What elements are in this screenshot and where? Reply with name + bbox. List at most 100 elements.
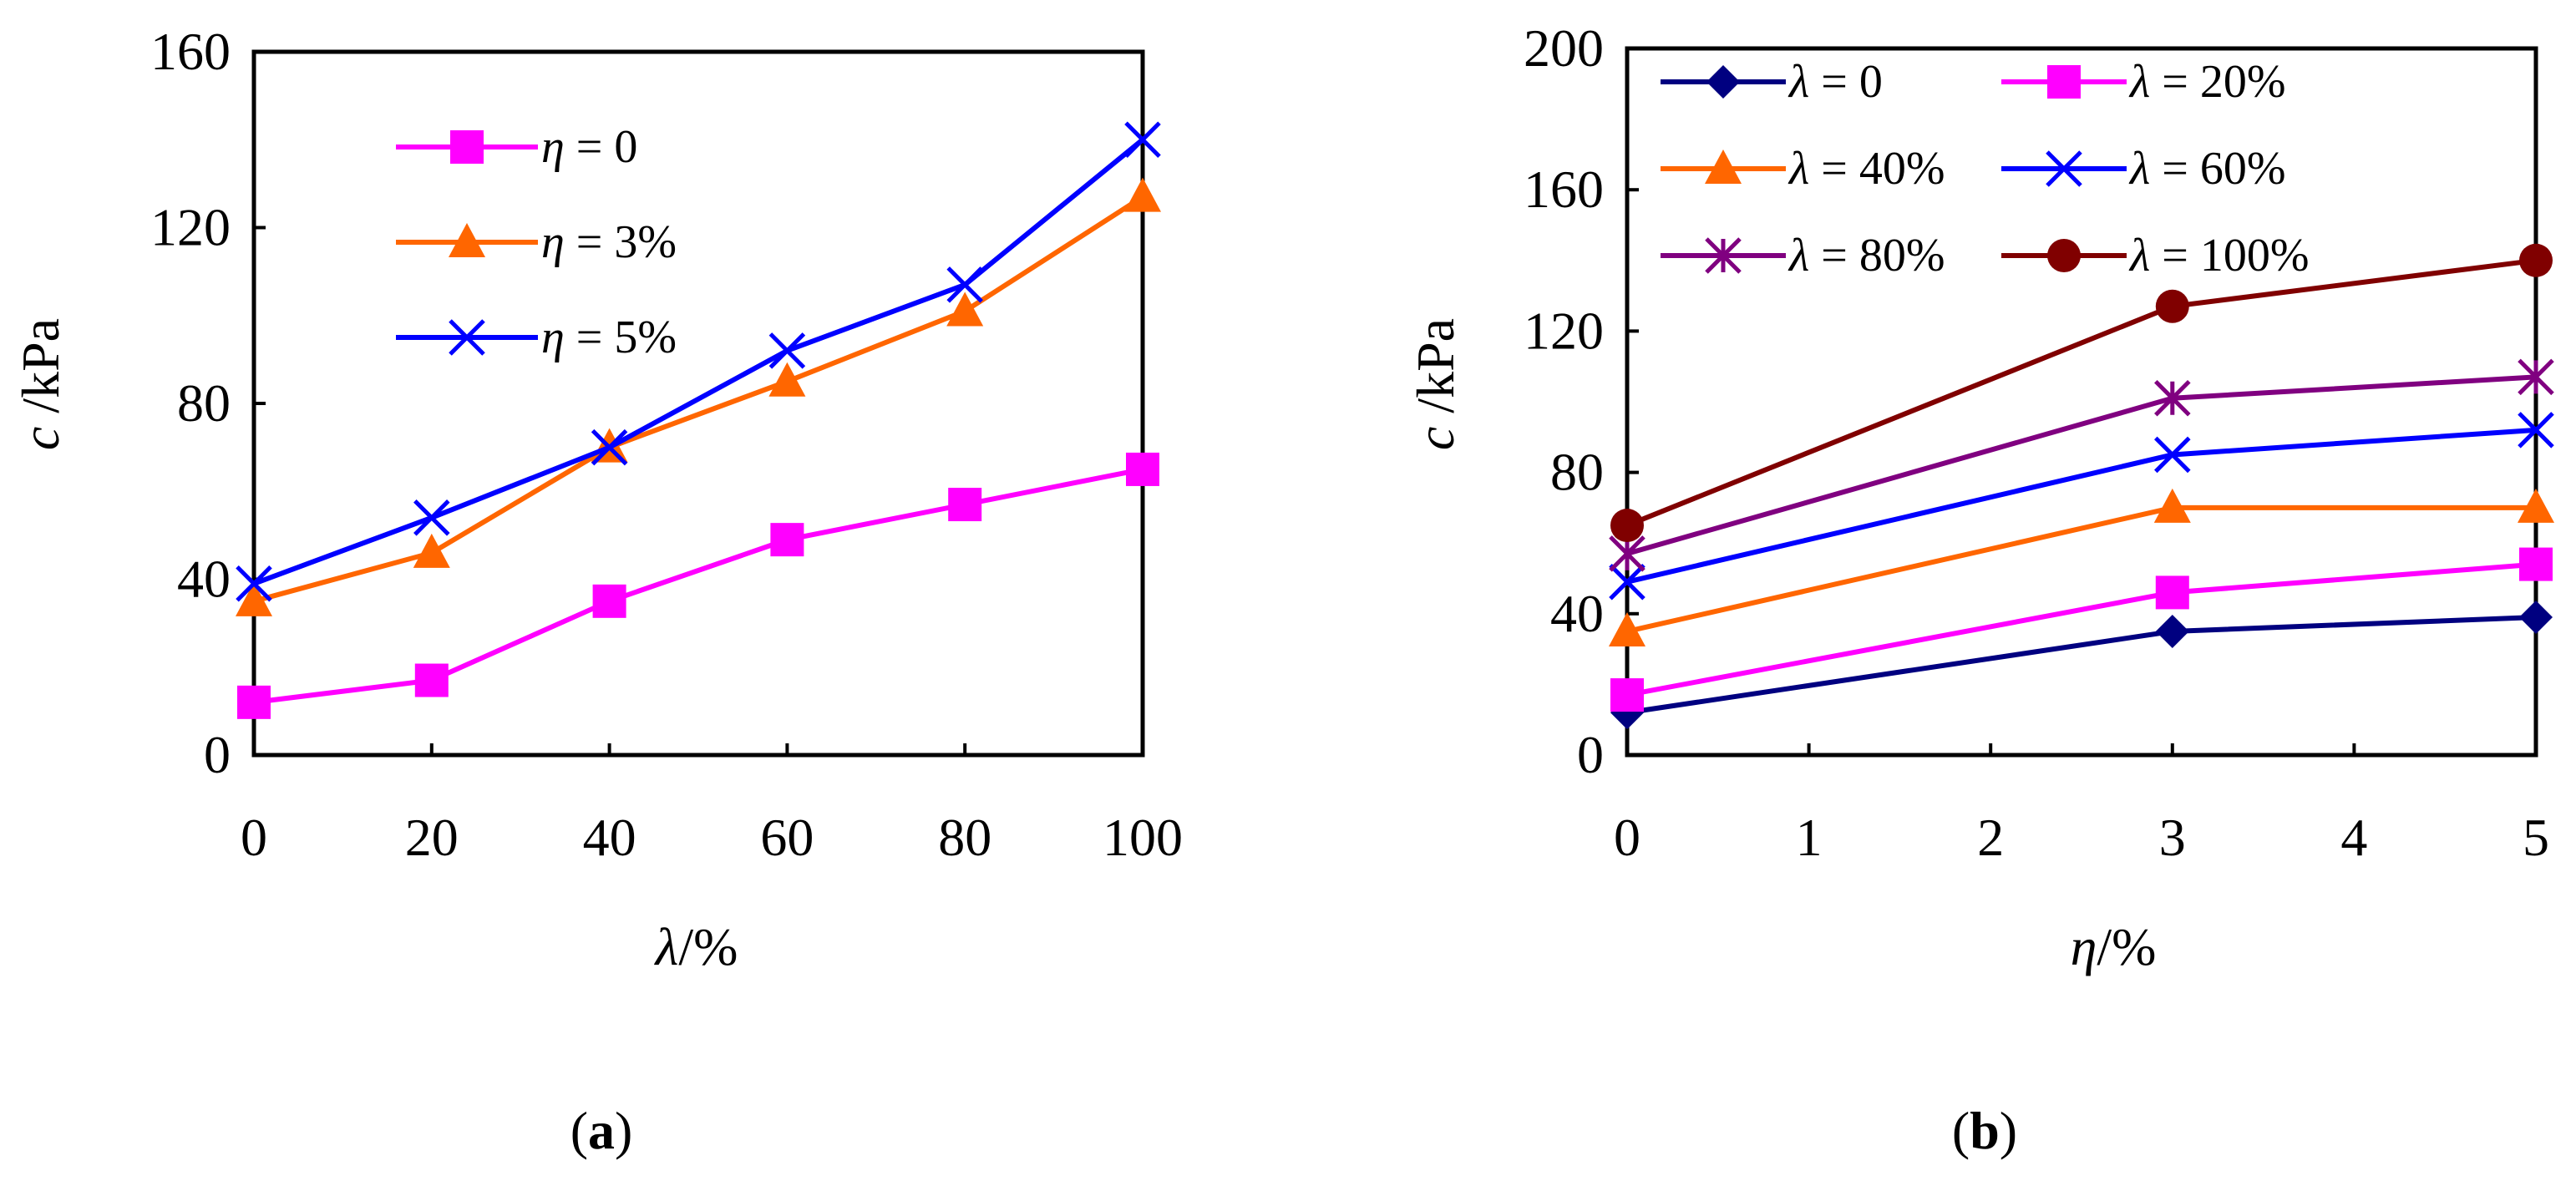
chart-b-ytick-label: 160 xyxy=(1524,160,1604,219)
chart-b-data-point xyxy=(1610,509,1644,543)
chart-a-ytick-label: 80 xyxy=(177,373,231,433)
chart-b-legend-marker xyxy=(2047,239,2081,272)
chart-b-plot-frame xyxy=(1625,46,2538,758)
chart-a-data-point xyxy=(768,332,806,369)
chart-b-series-line xyxy=(1626,615,2537,716)
chart-b-series-line xyxy=(1626,504,2536,634)
chart-b-legend-item: λ = 80% xyxy=(1661,230,1945,281)
chart-b-legend-item: λ = 40% xyxy=(1661,143,1945,195)
chart-b-legend-item: λ = 20% xyxy=(2001,56,2286,108)
chart-a-xtick-label: 80 xyxy=(938,808,991,867)
chart-b-series-line xyxy=(1625,257,2537,528)
chart-b-ytick-label: 80 xyxy=(1550,443,1604,502)
chart-a-legend-label: η = 3% xyxy=(541,216,677,268)
chart-b-data-point xyxy=(2518,358,2554,396)
chart-a-data-point xyxy=(236,581,272,616)
chart-b-data-point xyxy=(2519,601,2553,635)
chart-b-legend-marker xyxy=(1705,150,1742,184)
chart-a-ytick-label: 160 xyxy=(150,22,231,81)
chart-a-data-point xyxy=(946,266,983,303)
chart-a-legend-label: η = 0 xyxy=(541,121,637,173)
chart-a-data-point xyxy=(946,291,984,327)
chart-a-xtick-label: 60 xyxy=(760,808,814,867)
chart-b-ytick-label: 120 xyxy=(1524,301,1604,360)
chart-b-ytick-label: 200 xyxy=(1524,18,1604,78)
chart-a-ytick-label: 120 xyxy=(150,198,231,257)
chart-a-xtick-label: 100 xyxy=(1103,808,1183,867)
chart-b-legend-label: λ = 80% xyxy=(1787,230,1945,281)
chart-b-legend-marker xyxy=(1706,65,1740,99)
chart-a-data-point xyxy=(237,685,271,719)
chart-a-data-point xyxy=(591,428,628,466)
chart-b-legend-item: λ = 60% xyxy=(2001,143,2286,195)
chart-b-legend-marker xyxy=(2047,65,2081,99)
chart-a-data-point xyxy=(768,362,806,397)
chart-a-series-line xyxy=(253,466,1143,705)
chart-a-data-point xyxy=(592,584,626,618)
chart-b-xtick-label: 4 xyxy=(2340,808,2367,867)
chart-a-series-line xyxy=(253,195,1144,604)
chart-b-data-point xyxy=(2519,547,2553,581)
chart-a-data-point xyxy=(1124,177,1161,212)
chart-b-data-point xyxy=(2155,289,2189,323)
chart-b-legend-marker xyxy=(1705,237,1742,274)
chart-b-xlabel: η/% xyxy=(2071,917,2157,976)
chart-a-xtick-label: 40 xyxy=(583,808,636,867)
chart-a-xtick-label: 0 xyxy=(241,808,267,867)
chart-a-ytick-label: 0 xyxy=(204,725,231,784)
chart-b-ylabel: c /kPa xyxy=(1406,318,1465,450)
chart-b-series-line xyxy=(1626,561,2537,698)
chart-b-data-point xyxy=(2155,614,2189,648)
chart-a-data-point xyxy=(948,488,982,522)
chart-b-data-point xyxy=(2155,575,2189,610)
chart-b-data-point xyxy=(2518,488,2554,523)
chart-b-data-point xyxy=(2154,380,2191,417)
chart-b-data-point xyxy=(1609,611,1645,646)
chart-b-legend-label: λ = 60% xyxy=(2128,143,2286,195)
chart-a-series-line xyxy=(252,137,1144,586)
chart-panel-b: c /kPa η/% (b) 0 40 80 120 160 200 0 1 2 3 4 5 λ = 0… xyxy=(1406,18,2554,1160)
chart-b-panel-label: (b) xyxy=(1952,1101,2017,1160)
chart-b-legend-item: λ = 0 xyxy=(1661,56,1883,108)
chart-b-data-point xyxy=(1610,678,1644,712)
chart-b-ytick-label: 40 xyxy=(1550,584,1604,643)
chart-a-legend-item: η = 5% xyxy=(396,312,677,363)
chart-b-xtick-label: 2 xyxy=(1977,808,2004,867)
chart-a-data-point xyxy=(236,565,272,602)
chart-a-xtick-label: 20 xyxy=(405,808,459,867)
chart-a-legend-item: η = 3% xyxy=(396,216,677,268)
chart-b-xtick-label: 3 xyxy=(2159,808,2186,867)
chart-a-legend-item: η = 0 xyxy=(396,121,637,173)
chart-a-data-point xyxy=(413,533,450,568)
chart-b-xtick-label: 0 xyxy=(1614,808,1640,867)
chart-a-data-point xyxy=(414,663,449,697)
chart-a-legend-marker xyxy=(449,223,485,257)
chart-b-data-point xyxy=(2154,436,2191,474)
chart-a-plot-frame xyxy=(251,49,1145,758)
chart-b-legend-label: λ = 20% xyxy=(2128,56,2286,108)
chart-a-legend-marker xyxy=(449,319,485,356)
chart-a-panel-label: (a) xyxy=(570,1101,633,1160)
chart-b-ytick-label: 0 xyxy=(1577,725,1604,784)
chart-b-legend-label: λ = 40% xyxy=(1787,143,1945,195)
chart-b-legend-marker xyxy=(2046,150,2082,187)
chart-b-legend-label: λ = 100% xyxy=(2128,230,2310,281)
chart-a-data-point xyxy=(1124,121,1161,159)
chart-a-ylabel: c /kPa xyxy=(11,318,70,450)
chart-a-data-point xyxy=(413,499,450,536)
chart-panel-a: c /kPa λ/% (a) 0 40 80 120 160 0 20 40 60 80 100 η … xyxy=(11,22,1183,1160)
chart-b-xtick-label: 5 xyxy=(2523,808,2549,867)
chart-a-xlabel: λ/% xyxy=(654,917,738,976)
chart-a-ytick-label: 40 xyxy=(177,550,231,609)
chart-b-data-point xyxy=(2153,488,2191,523)
chart-b-data-point xyxy=(1609,563,1645,601)
chart-a-legend-marker xyxy=(450,130,484,164)
chart-b-legend-item: λ = 100% xyxy=(2001,230,2310,281)
chart-a-data-point xyxy=(770,523,804,557)
chart-a-legend-label: η = 5% xyxy=(541,312,677,363)
chart-b-data-point xyxy=(2519,243,2553,277)
chart-a-data-point xyxy=(1126,452,1159,486)
chart-b-data-point xyxy=(1609,535,1645,572)
chart-b-legend-label: λ = 0 xyxy=(1787,56,1883,108)
